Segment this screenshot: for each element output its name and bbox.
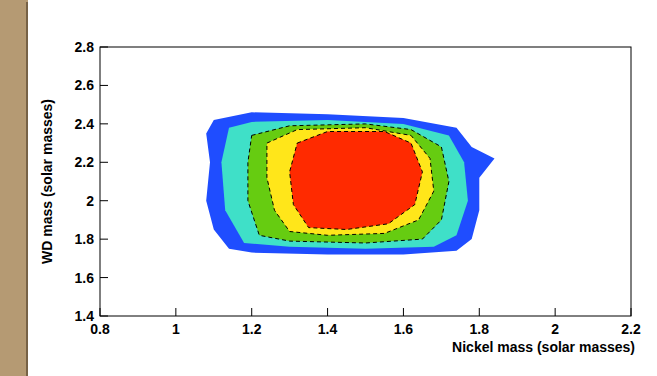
contour-level (267, 128, 434, 236)
x-tick-label: 1.4 (318, 321, 338, 337)
x-tick (631, 308, 632, 316)
x-tick-label: 1.2 (242, 321, 262, 337)
y-tick (100, 123, 108, 124)
y-tick (100, 162, 108, 163)
contours (206, 112, 494, 254)
panel (28, 0, 657, 376)
contour-level (206, 112, 494, 254)
y-tick (100, 277, 108, 278)
y-tick (100, 85, 108, 86)
x-axis-title: Nickel mass (solar masses) (452, 339, 635, 355)
x-tick-label: 2 (551, 321, 559, 337)
x-tick (403, 308, 404, 316)
y-tick-label: 2.2 (75, 154, 95, 170)
x-tick (555, 308, 556, 316)
y-tick (100, 200, 108, 201)
x-tick (327, 308, 328, 316)
x-tick-label: 1 (172, 321, 180, 337)
plot-frame (100, 47, 631, 316)
y-tick (100, 316, 108, 317)
y-tick (100, 47, 108, 48)
y-tick-label: 2 (86, 193, 94, 209)
contour-level (248, 124, 449, 243)
x-tick-label: 2.2 (621, 321, 641, 337)
y-tick-label: 1.8 (75, 231, 95, 247)
contour-level (221, 120, 468, 249)
x-tick (175, 308, 176, 316)
x-tick (100, 308, 101, 316)
y-tick (100, 239, 108, 240)
chart: 0.811.21.41.61.822.21.41.61.822.22.42.62… (0, 0, 657, 376)
y-axis-title: WD mass (solar masses) (39, 99, 55, 264)
x-tick (479, 308, 480, 316)
y-tick-label: 1.4 (75, 308, 95, 324)
x-tick (251, 308, 252, 316)
y-tick-label: 2.8 (75, 39, 95, 55)
x-tick-label: 1.6 (394, 321, 414, 337)
y-tick-label: 2.4 (75, 116, 95, 132)
contour-level (290, 132, 423, 230)
y-tick-label: 2.6 (75, 77, 95, 93)
y-tick-label: 1.6 (75, 270, 95, 286)
x-tick-label: 1.8 (470, 321, 490, 337)
